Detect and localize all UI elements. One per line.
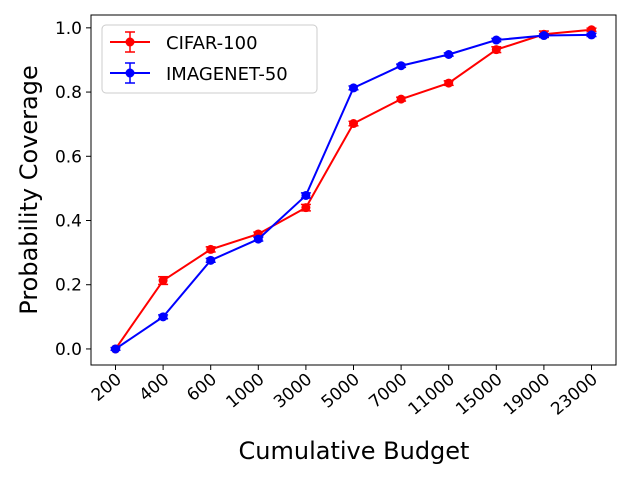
data-point <box>111 344 120 354</box>
x-tick-label: 400 <box>136 370 174 406</box>
data-point <box>491 35 501 45</box>
data-point <box>206 255 216 265</box>
x-tick-label: 23000 <box>547 370 601 420</box>
x-tick-label: 600 <box>183 370 221 406</box>
y-tick-label: 1.0 <box>55 19 82 39</box>
data-point <box>444 78 454 88</box>
x-axis-ticks: 200 400 600 1000 3000 5000 7000110001500019000… <box>88 365 602 420</box>
series-imagenet-50 <box>110 30 597 354</box>
data-point <box>396 61 406 71</box>
legend-item: CIFAR-100 <box>110 31 258 54</box>
data-point <box>587 30 596 40</box>
data-point <box>301 190 311 200</box>
data-point <box>539 31 549 41</box>
data-point <box>349 119 358 129</box>
data-point <box>349 83 358 93</box>
x-tick-label: 3000 <box>270 370 316 413</box>
data-point <box>301 203 311 213</box>
x-tick-label: 7000 <box>365 370 411 413</box>
series-layer <box>110 25 597 354</box>
legend-marker <box>125 68 135 78</box>
data-point <box>444 49 454 59</box>
data-point <box>253 234 263 244</box>
data-point <box>206 244 216 254</box>
legend-marker <box>125 37 135 47</box>
y-tick-label: 0.2 <box>55 276 82 296</box>
y-tick-label: 0.4 <box>55 212 82 232</box>
data-point <box>396 94 406 104</box>
y-tick-label: 0.8 <box>55 83 82 103</box>
legend-frame <box>101 24 318 94</box>
y-axis-ticks: 0.0 0.2 0.4 0.6 0.8 1.0 <box>55 19 91 360</box>
legend: CIFAR-100 IMAGENET-50 <box>101 24 318 94</box>
data-point <box>491 45 501 55</box>
x-tick-label: 11000 <box>405 370 459 420</box>
x-tick-label: 1000 <box>223 370 269 413</box>
legend-item: IMAGENET-50 <box>110 62 288 85</box>
data-point <box>158 312 168 322</box>
legend-label: IMAGENET-50 <box>166 64 288 85</box>
x-axis-label: Cumulative Budget <box>239 437 470 465</box>
x-tick-label: 5000 <box>318 370 364 413</box>
y-tick-label: 0.0 <box>55 340 82 360</box>
x-tick-label: 19000 <box>500 370 554 420</box>
y-tick-label: 0.6 <box>55 147 82 167</box>
legend-label: CIFAR-100 <box>166 33 258 54</box>
data-point <box>158 276 168 286</box>
y-axis-label: Probability Coverage <box>15 65 43 314</box>
x-tick-label: 15000 <box>452 370 506 420</box>
x-tick-label: 200 <box>88 370 126 406</box>
